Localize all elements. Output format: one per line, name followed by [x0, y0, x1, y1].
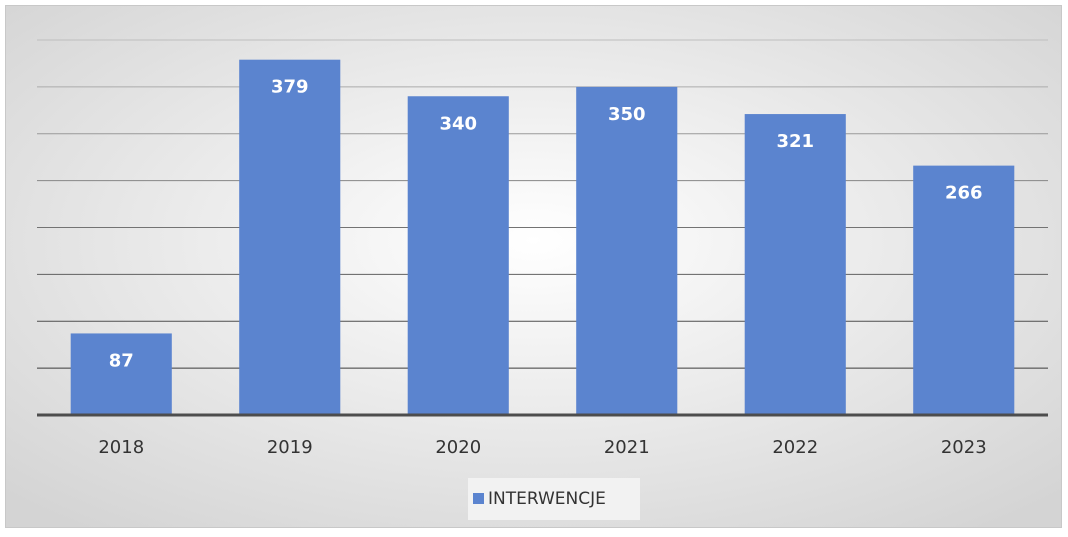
data-label: 266: [945, 183, 983, 204]
legend-label: INTERWENCJE: [488, 489, 606, 509]
legend-swatch: [473, 493, 484, 504]
x-tick-label: 2019: [267, 437, 313, 458]
bar: [576, 86, 678, 415]
data-label: 321: [776, 131, 814, 152]
bar: [407, 96, 509, 415]
legend-box: [468, 478, 640, 520]
data-label: 379: [271, 77, 309, 98]
x-tick-label: 2021: [604, 437, 650, 458]
data-label: 340: [439, 113, 477, 134]
chart-background: [5, 5, 1062, 528]
bar: [239, 59, 341, 415]
data-label: 87: [109, 350, 134, 371]
x-tick-label: 2022: [772, 437, 818, 458]
x-tick-label: 2020: [435, 437, 481, 458]
data-label: 350: [608, 104, 646, 125]
bar: [744, 114, 846, 415]
x-tick-label: 2023: [941, 437, 987, 458]
x-tick-label: 2018: [98, 437, 144, 458]
bar: [70, 333, 172, 415]
bar: [913, 165, 1015, 415]
